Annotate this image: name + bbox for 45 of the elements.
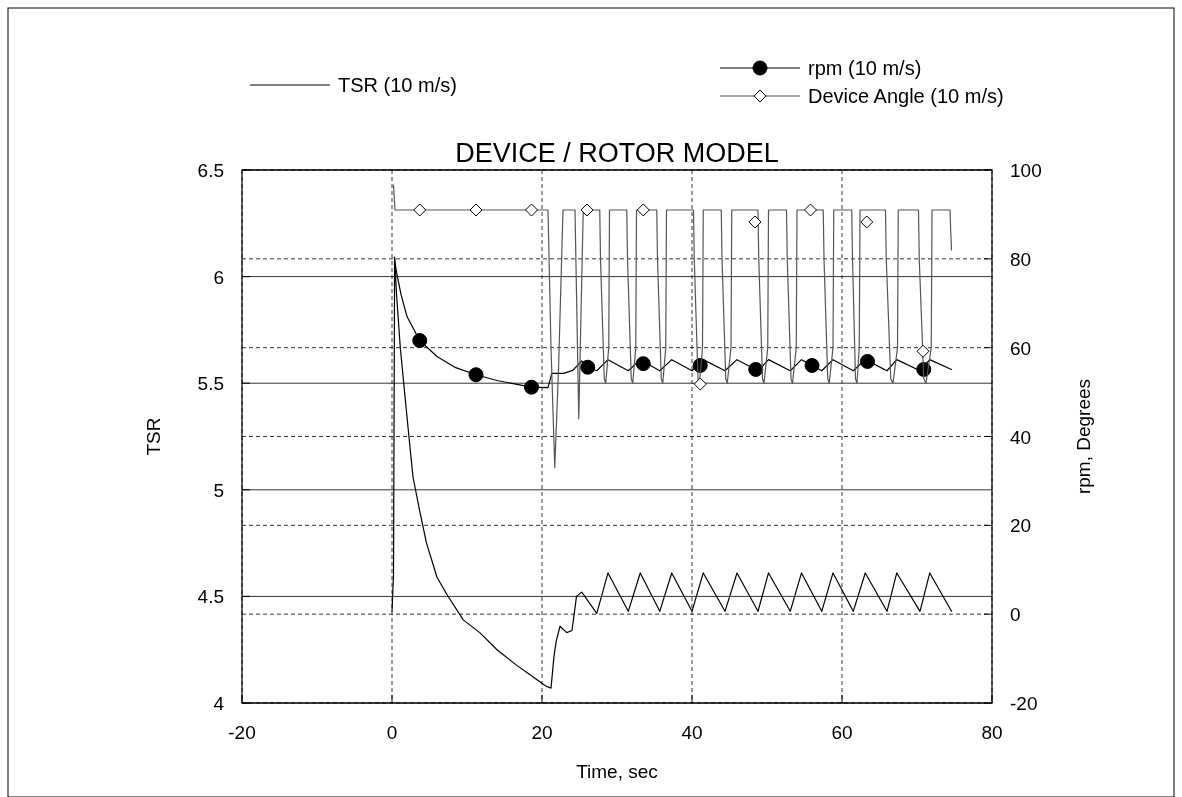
y-tick-label: 4 xyxy=(213,693,225,714)
line-series xyxy=(392,184,953,469)
x-tick-label: -20 xyxy=(228,722,256,743)
x-tick-label: 40 xyxy=(681,722,703,743)
y2-axis-title: rpm, Degrees xyxy=(1073,378,1094,495)
point xyxy=(804,203,817,217)
x-tick-label: 20 xyxy=(531,722,553,743)
y-axis-title: TSR xyxy=(143,417,164,456)
y-tick-label: 6 xyxy=(213,266,224,288)
point xyxy=(580,359,596,375)
point xyxy=(636,203,650,217)
y2-tick-label: 80 xyxy=(1010,248,1032,270)
legend-label: rpm (10 m/s) xyxy=(808,57,922,79)
point xyxy=(469,203,483,217)
point xyxy=(468,367,484,383)
point xyxy=(580,203,594,217)
y2-tick-label: 100 xyxy=(1010,160,1042,181)
x-axis-title: Time, sec xyxy=(576,761,658,782)
legend-label: TSR (10 m/s) xyxy=(338,74,457,96)
point xyxy=(804,357,820,373)
point xyxy=(525,203,538,217)
point xyxy=(693,377,707,391)
legend-label: Device Angle (10 m/s) xyxy=(808,85,1004,107)
y-tick-label: 6.5 xyxy=(197,160,224,181)
x-tick-label: 60 xyxy=(831,722,853,743)
point xyxy=(413,203,427,217)
chart-title: DEVICE / ROTOR MODEL xyxy=(455,138,779,168)
x-tick-label: 80 xyxy=(981,722,1003,743)
point xyxy=(412,333,428,349)
y2-tick-label: 0 xyxy=(1010,604,1021,626)
y-tick-label: 5.5 xyxy=(197,373,224,395)
point xyxy=(524,379,539,395)
point xyxy=(860,353,875,369)
point xyxy=(748,215,762,229)
x-tick-label: 0 xyxy=(386,722,398,743)
y-tick-label: 4.5 xyxy=(197,586,224,608)
y2-tick-label: 60 xyxy=(1010,337,1032,359)
point xyxy=(635,356,651,372)
y2-tick-label: -20 xyxy=(1010,693,1038,714)
y2-tick-label: 20 xyxy=(1010,515,1032,537)
y-tick-label: 5 xyxy=(213,479,224,501)
point xyxy=(860,215,874,229)
point xyxy=(916,344,930,358)
point xyxy=(748,361,764,377)
y2-tick-label: 40 xyxy=(1010,426,1032,448)
